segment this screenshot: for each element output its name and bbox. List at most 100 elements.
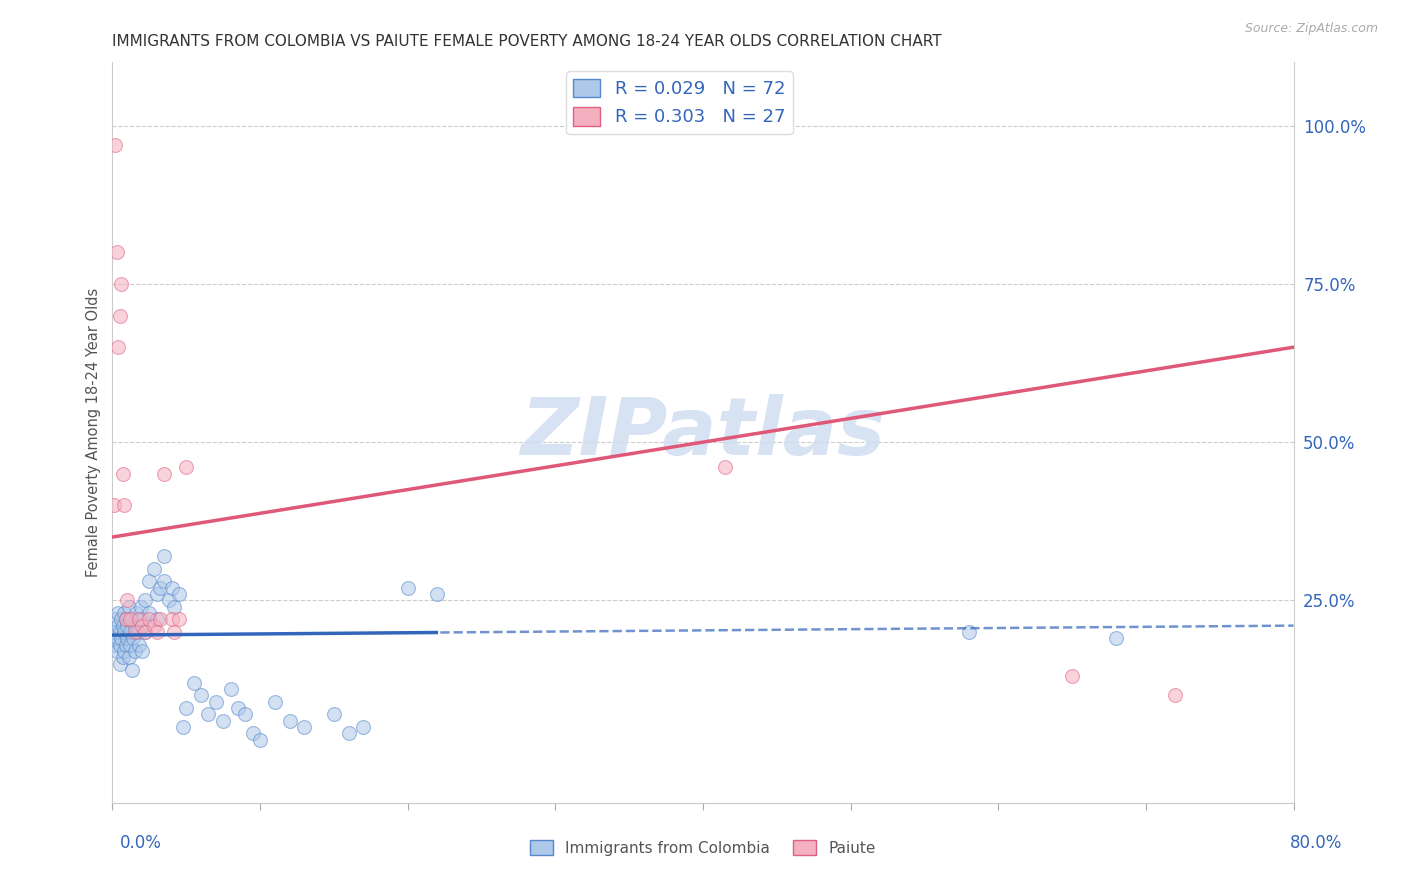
Point <box>149 581 172 595</box>
Point <box>131 612 153 626</box>
Point <box>112 499 135 513</box>
Point <box>264 694 287 708</box>
Point <box>118 650 141 665</box>
Point <box>120 624 142 639</box>
Point <box>112 606 135 620</box>
Text: 80.0%: 80.0% <box>1291 834 1343 852</box>
Point <box>233 707 256 722</box>
Point <box>167 612 190 626</box>
Point <box>103 499 125 513</box>
Point <box>292 720 315 734</box>
Point <box>108 657 131 671</box>
Point <box>134 593 156 607</box>
Point <box>104 612 127 626</box>
Point <box>105 644 128 658</box>
Y-axis label: Female Poverty Among 18-24 Year Olds: Female Poverty Among 18-24 Year Olds <box>86 288 101 577</box>
Point <box>121 612 143 626</box>
Text: Source: ZipAtlas.com: Source: ZipAtlas.com <box>1244 22 1378 36</box>
Point <box>124 618 146 632</box>
Point <box>146 624 169 639</box>
Text: 0.0%: 0.0% <box>120 834 162 852</box>
Point <box>104 137 127 152</box>
Point <box>183 675 205 690</box>
Point <box>1062 669 1084 683</box>
Point <box>105 632 128 646</box>
Point <box>242 726 264 740</box>
Point <box>108 638 131 652</box>
Point <box>111 618 134 632</box>
Point <box>111 467 134 481</box>
Point <box>172 720 194 734</box>
Point <box>131 644 153 658</box>
Point <box>146 587 169 601</box>
Text: ZIPatlas: ZIPatlas <box>520 393 886 472</box>
Point <box>104 624 127 639</box>
Point <box>1164 688 1187 702</box>
Point <box>190 688 212 702</box>
Point <box>153 467 176 481</box>
Point <box>197 707 219 722</box>
Point <box>118 599 141 614</box>
Point <box>957 624 980 639</box>
Point <box>337 726 360 740</box>
Point <box>103 638 125 652</box>
Point <box>205 694 228 708</box>
Legend: Immigrants from Colombia, Paiute: Immigrants from Colombia, Paiute <box>524 834 882 862</box>
Point <box>149 612 172 626</box>
Point <box>142 618 165 632</box>
Point <box>121 663 143 677</box>
Point <box>114 612 136 626</box>
Point <box>128 612 150 626</box>
Point <box>167 587 190 601</box>
Point <box>352 720 374 734</box>
Point <box>426 587 449 601</box>
Point <box>174 701 197 715</box>
Point <box>138 606 160 620</box>
Point <box>160 612 183 626</box>
Point <box>105 245 128 260</box>
Point <box>108 624 131 639</box>
Point <box>134 624 156 639</box>
Point <box>131 618 153 632</box>
Point <box>112 624 135 639</box>
Point <box>163 599 186 614</box>
Point <box>134 624 156 639</box>
Point <box>396 581 419 595</box>
Point <box>111 650 134 665</box>
Point <box>120 638 142 652</box>
Text: IMMIGRANTS FROM COLOMBIA VS PAIUTE FEMALE POVERTY AMONG 18-24 YEAR OLDS CORRELAT: IMMIGRANTS FROM COLOMBIA VS PAIUTE FEMAL… <box>112 34 942 49</box>
Point <box>714 460 737 475</box>
Point <box>125 606 148 620</box>
Point <box>114 612 136 626</box>
Point <box>219 681 242 696</box>
Point <box>117 632 138 646</box>
Point <box>1105 632 1128 646</box>
Point <box>112 644 135 658</box>
Point <box>129 599 152 614</box>
Point <box>153 549 176 563</box>
Point <box>153 574 176 589</box>
Point <box>107 618 129 632</box>
Point <box>128 638 150 652</box>
Point <box>120 612 142 626</box>
Point <box>124 624 146 639</box>
Point <box>142 562 165 576</box>
Point <box>212 714 235 728</box>
Point <box>108 309 131 323</box>
Point <box>278 714 301 728</box>
Point <box>127 624 149 639</box>
Point <box>122 632 145 646</box>
Point <box>226 701 249 715</box>
Point <box>138 574 160 589</box>
Point <box>110 632 132 646</box>
Point <box>107 606 129 620</box>
Point <box>110 277 132 291</box>
Point <box>114 638 136 652</box>
Point <box>117 618 138 632</box>
Point <box>323 707 346 722</box>
Point <box>157 593 180 607</box>
Point <box>138 612 160 626</box>
Point <box>110 612 132 626</box>
Point <box>117 593 138 607</box>
Point <box>249 732 271 747</box>
